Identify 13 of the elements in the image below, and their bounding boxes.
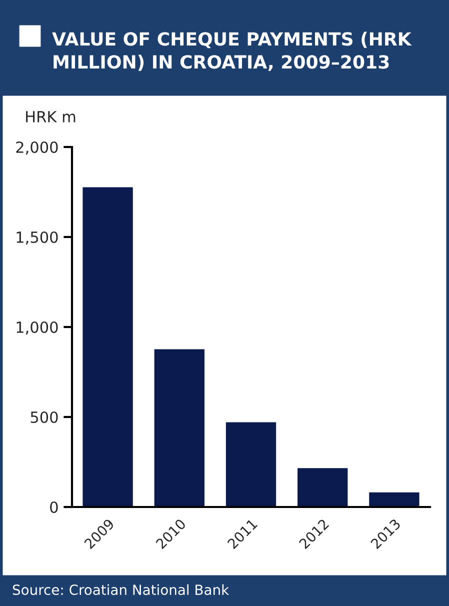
bar [368, 491, 421, 507]
chart-title: VALUE OF CHEQUE PAYMENTS (HRK MILLION) IN CROATIA, 2009–2013 [52, 32, 412, 72]
bar [81, 186, 134, 507]
y-tick-label: 500 [30, 411, 58, 424]
bar [224, 420, 278, 507]
y-tick-label: 2,000 [16, 141, 58, 155]
bar [152, 348, 206, 507]
y-tick-label: 1,500 [16, 231, 58, 245]
y-tick-label: 0 [50, 501, 58, 514]
bar [296, 466, 350, 507]
y-axis-title: HRK m [26, 111, 76, 122]
source-note: Source: Croatian National Bank [12, 584, 230, 596]
y-tick-label: 1,000 [16, 321, 58, 335]
